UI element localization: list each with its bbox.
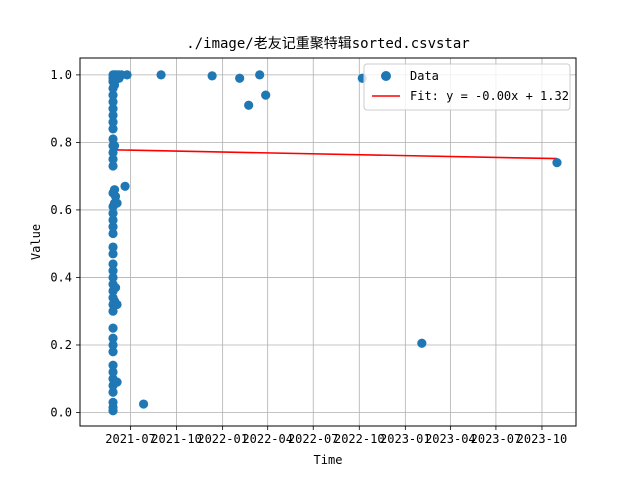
legend: Data Fit: y = -0.00x + 1.32: [363, 63, 571, 111]
data-point: [108, 323, 118, 333]
data-point: [108, 110, 118, 120]
y-tick-label: 0.6: [50, 203, 72, 217]
data-point: [417, 338, 427, 348]
grid-lines: [80, 58, 576, 426]
data-point: [261, 90, 271, 100]
data-point: [108, 259, 118, 269]
legend-box: [363, 63, 571, 111]
data-point: [108, 397, 118, 407]
y-tick-label: 0.2: [50, 338, 72, 352]
x-tick-label: 2022-01: [197, 432, 248, 446]
plot-frame: [79, 57, 577, 427]
data-point: [108, 347, 118, 357]
data-point: [108, 124, 118, 134]
data-point: [108, 208, 118, 218]
x-tick-label: 2023-10: [517, 432, 568, 446]
data-point: [108, 272, 118, 283]
y-tick-label: 0.0: [50, 405, 72, 419]
data-point: [108, 97, 118, 107]
data-point: [112, 377, 122, 387]
data-point: [108, 117, 118, 127]
data-point: [235, 73, 245, 83]
x-axis-ticks: 2021-072021-102022-012022-042022-072022-…: [105, 426, 567, 446]
y-axis-ticks: 0.0 0.2 0.4 0.6 0.8 1.0: [50, 68, 80, 419]
fit-line-layer: [113, 149, 557, 160]
data-point: [244, 100, 254, 110]
data-point: [108, 340, 118, 350]
x-tick-label: 2021-07: [105, 432, 156, 446]
data-point: [108, 360, 118, 370]
data-point: [108, 154, 118, 164]
data-point: [108, 228, 118, 239]
fit-line: [113, 149, 557, 160]
data-point: [120, 181, 130, 191]
data-point: [108, 249, 118, 259]
data-point: [108, 242, 118, 252]
data-point: [108, 387, 118, 397]
data-point: [138, 399, 149, 409]
data-point: [552, 158, 562, 168]
data-point: [108, 215, 118, 225]
data-point: [122, 70, 132, 80]
data-point: [112, 299, 122, 310]
data-point: [108, 222, 118, 232]
data-point: [108, 333, 118, 343]
legend-label-data: Data: [410, 69, 439, 83]
x-tick-label: 2023-01: [380, 432, 431, 446]
data-point: [108, 266, 118, 276]
data-point: [112, 198, 122, 208]
data-point: [108, 104, 118, 114]
y-tick-label: 0.8: [50, 135, 72, 149]
y-tick-label: 0.4: [50, 270, 72, 284]
legend-marker-data: [381, 71, 391, 81]
data-point: [255, 70, 265, 80]
legend-label-fit: Fit: y = -0.00x + 1.32: [410, 89, 569, 103]
data-point: [108, 306, 118, 316]
y-tick-label: 1.0: [50, 68, 72, 82]
chart-title: ./image/老友记重聚特辑sorted.csvstar: [186, 36, 469, 52]
x-tick-label: 2023-07: [471, 432, 522, 446]
data-point: [109, 185, 120, 195]
data-point: [108, 367, 118, 377]
x-tick-label: 2022-04: [242, 432, 293, 446]
x-tick-label: 2022-10: [334, 432, 385, 446]
x-axis-label: Time: [314, 453, 343, 467]
data-point: [110, 282, 121, 293]
x-tick-label: 2021-10: [151, 432, 202, 446]
data-point: [108, 161, 118, 171]
data-point: [156, 70, 166, 80]
x-tick-label: 2022-07: [288, 432, 339, 446]
x-tick-label: 2023-04: [425, 432, 476, 446]
data-point: [108, 90, 118, 100]
data-point: [109, 141, 120, 151]
y-axis-label: Value: [29, 224, 43, 260]
data-point: [207, 71, 217, 81]
